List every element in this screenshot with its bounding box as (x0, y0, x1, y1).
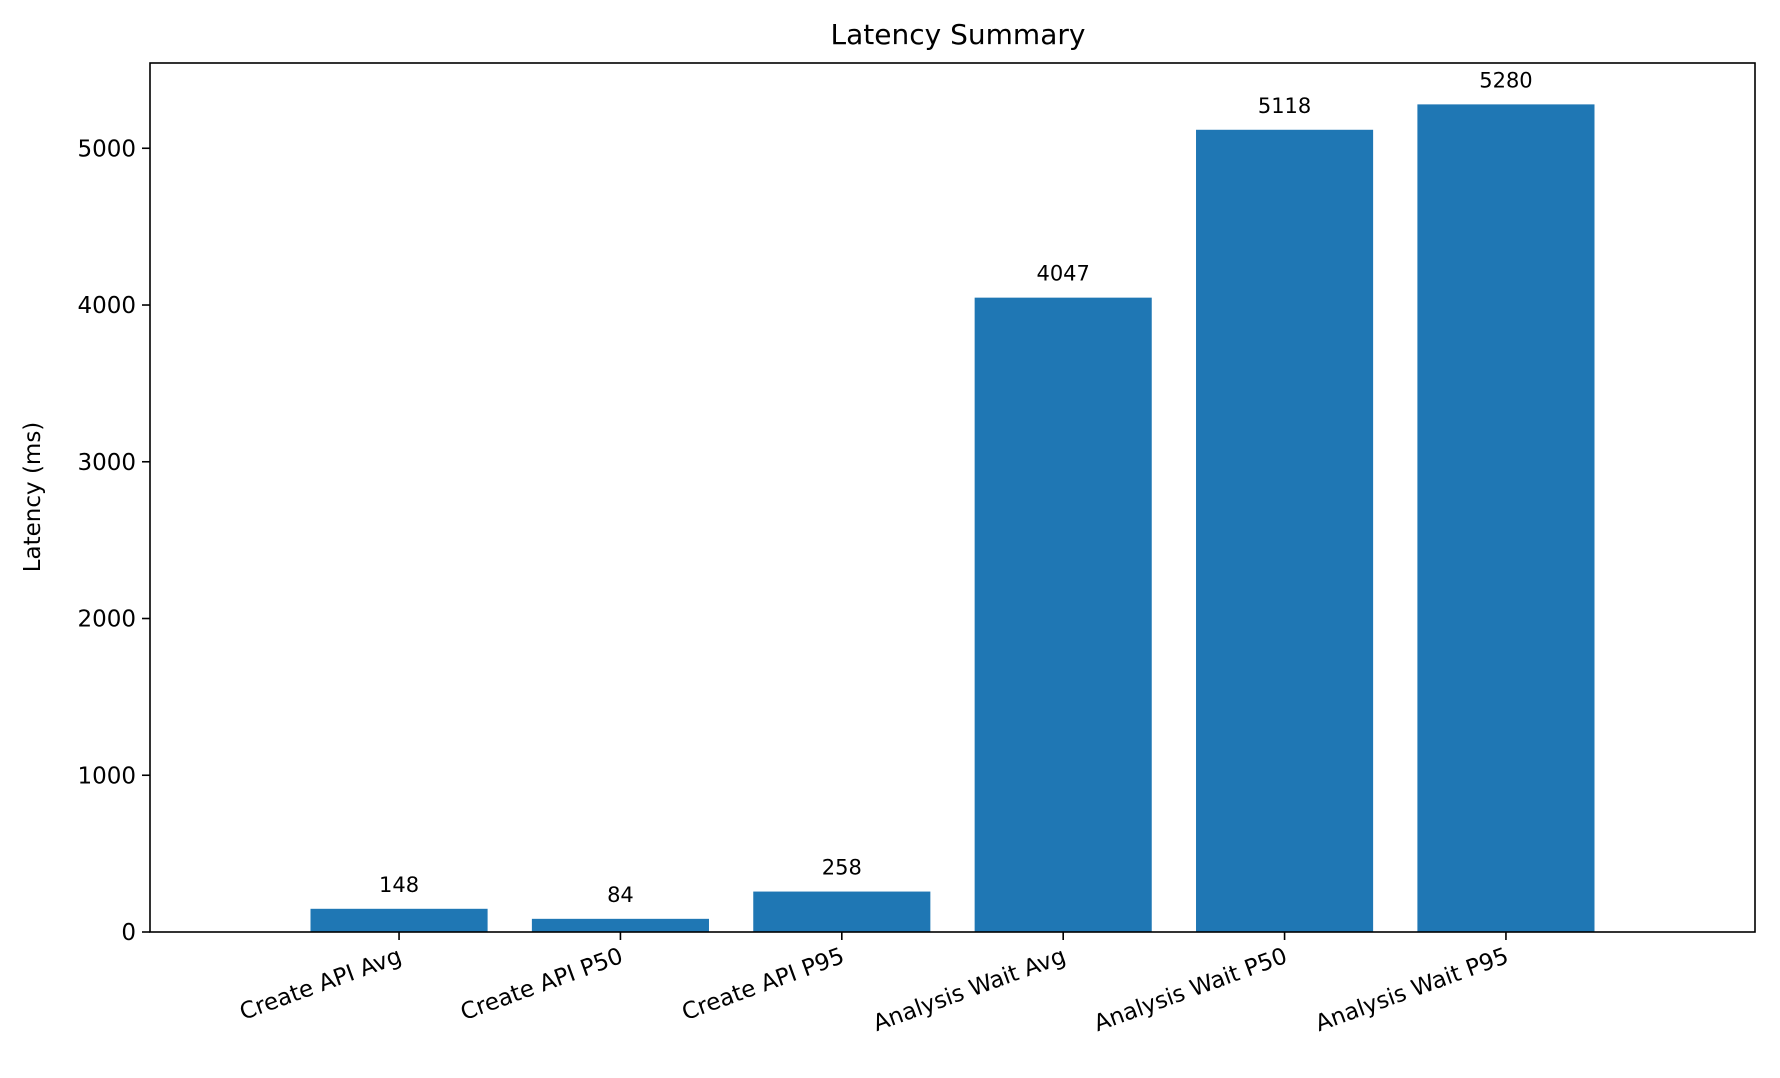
plot-area-frame (149, 62, 1756, 933)
y-tick-label-0: 0 (121, 920, 136, 946)
bar-4 (1196, 129, 1374, 932)
y-tick-label-2: 2000 (77, 607, 136, 633)
data-labels-group: 148 84 258 4047 5118 5280 (379, 68, 1533, 906)
y-tick-label-5: 5000 (77, 136, 136, 162)
bar-value-label-1: 84 (607, 883, 634, 907)
bar-0 (310, 908, 488, 932)
bar-value-label-5: 5280 (1479, 68, 1532, 92)
y-tick-label-4: 4000 (77, 293, 136, 319)
y-tick-label-3: 3000 (77, 450, 136, 476)
bar-1 (531, 918, 709, 932)
bar-value-label-0: 148 (379, 873, 419, 897)
y-axis-ticks: 0 1000 2000 3000 4000 5000 (77, 136, 150, 946)
bar-5 (1417, 104, 1595, 932)
bars-group (310, 104, 1595, 932)
bar-value-label-3: 4047 (1036, 262, 1089, 286)
y-axis-label: Latency (ms) (20, 422, 46, 573)
y-tick-label-1: 1000 (77, 763, 136, 789)
bar-value-label-4: 5118 (1258, 94, 1311, 118)
bar-2 (753, 891, 931, 932)
chart-title: Latency Summary (831, 18, 1086, 51)
bar-value-label-2: 258 (822, 856, 862, 880)
bar-3 (974, 297, 1152, 932)
